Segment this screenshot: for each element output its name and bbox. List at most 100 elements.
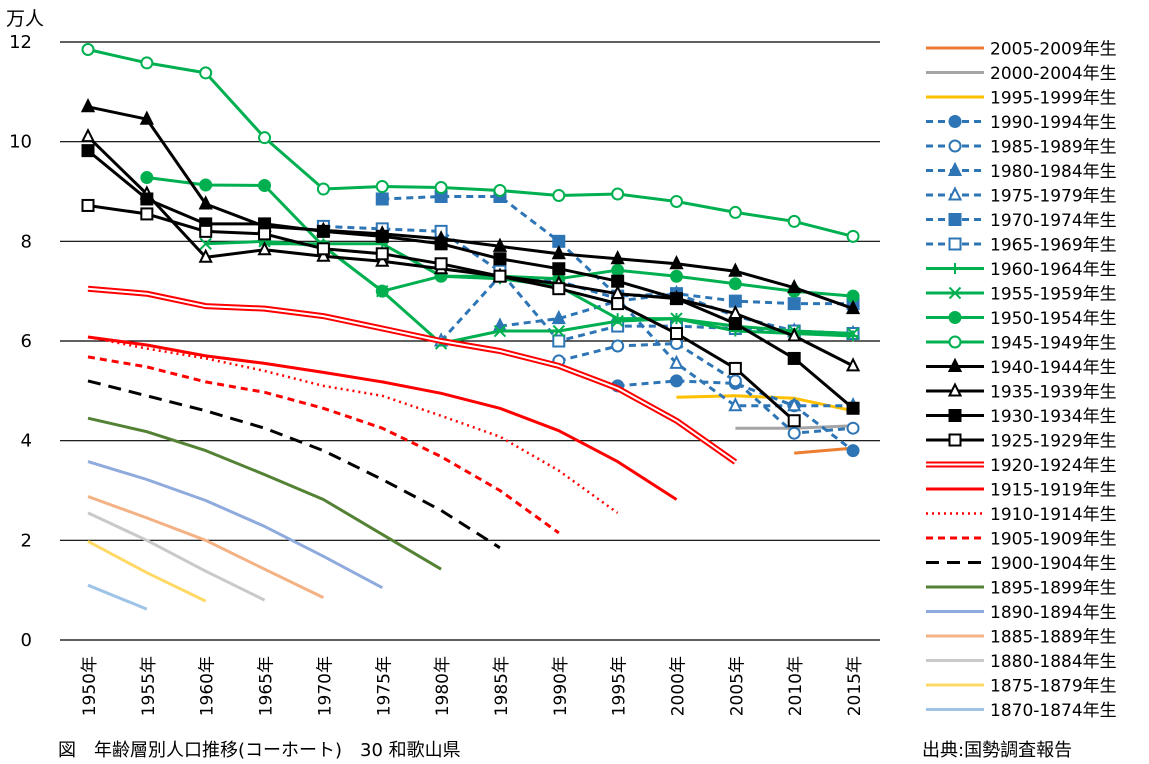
legend-item: 1965-1969年生 xyxy=(926,236,1117,256)
data-point xyxy=(669,255,684,270)
x-tick-label: 1985年 xyxy=(492,656,512,716)
legend-label: 1955-1959年生 xyxy=(990,285,1117,305)
series-16 xyxy=(81,198,801,428)
legend-item: 1975-1979年生 xyxy=(926,186,1117,207)
legend-label: 1960-1964年生 xyxy=(990,260,1117,280)
y-tick-label: 2 xyxy=(21,530,32,551)
data-point xyxy=(846,327,860,340)
series-line xyxy=(86,135,854,368)
legend-label: 1935-1939年生 xyxy=(990,383,1117,403)
x-tick-label: 1995年 xyxy=(610,656,630,716)
data-point xyxy=(81,198,95,212)
data-point xyxy=(493,324,507,338)
data-point xyxy=(947,382,963,397)
data-point xyxy=(948,286,962,300)
data-point xyxy=(375,192,389,206)
legend-label: 1970-1974年生 xyxy=(990,211,1117,231)
legend-label: 1915-1919年生 xyxy=(990,481,1117,501)
data-point xyxy=(316,242,330,256)
data-point xyxy=(787,278,802,294)
data-point xyxy=(552,262,566,276)
data-point xyxy=(552,334,566,348)
series-line xyxy=(323,224,854,343)
series-27 xyxy=(87,583,148,611)
legend-label: 1990-1994年生 xyxy=(990,113,1117,133)
legend-label: 1885-1889年生 xyxy=(990,628,1117,648)
data-point xyxy=(198,195,213,210)
source-note: 出典:国勢調査報告 xyxy=(922,740,1073,761)
data-point xyxy=(728,397,743,412)
y-axis-unit-label: 万人 xyxy=(6,8,45,30)
x-axis: 1950年 1955年 1960年 1965年 1970年 1975年 1980年 1985年… xyxy=(80,656,865,716)
x-tick-label: 1975年 xyxy=(374,656,394,716)
series-25 xyxy=(87,511,266,602)
series-13 xyxy=(80,98,861,315)
legend-label: 1880-1884年生 xyxy=(990,652,1117,672)
data-point xyxy=(948,311,962,324)
data-point xyxy=(493,252,507,266)
series-0 xyxy=(794,446,854,455)
y-tick-label: 8 xyxy=(21,231,32,252)
series-24 xyxy=(87,495,325,599)
legend-item: 1985-1989年生 xyxy=(926,138,1117,158)
y-tick-label: 10 xyxy=(9,132,32,153)
series-line xyxy=(87,379,501,550)
series-line xyxy=(87,416,442,571)
legend-label: 1940-1944年生 xyxy=(990,358,1117,378)
data-point xyxy=(787,214,801,228)
data-point xyxy=(728,317,742,331)
legend-item: 1970-1974年生 xyxy=(926,211,1117,231)
data-point xyxy=(434,257,448,271)
data-point xyxy=(728,374,742,388)
legend-label: 1950-1954年生 xyxy=(990,309,1117,329)
data-point xyxy=(948,409,962,422)
series-line xyxy=(87,335,619,514)
legend-label: 1870-1874年生 xyxy=(990,701,1117,721)
data-point xyxy=(81,144,95,158)
series-23 xyxy=(87,460,384,590)
data-point xyxy=(375,247,389,261)
data-point xyxy=(611,263,625,277)
data-point xyxy=(669,354,684,369)
data-point xyxy=(948,237,962,251)
legend-item: 1935-1939年生 xyxy=(926,382,1117,403)
legend-item: 1900-1904年生 xyxy=(926,554,1117,574)
data-point xyxy=(846,229,860,243)
legend-label: 1930-1934年生 xyxy=(990,407,1117,427)
data-point xyxy=(670,269,683,283)
legend-item: 1915-1919年生 xyxy=(926,481,1117,501)
legend-label: 1965-1969年生 xyxy=(990,236,1117,256)
series-line xyxy=(87,583,148,611)
data-point xyxy=(611,274,625,288)
data-point xyxy=(492,317,508,332)
legend-item: 1920-1924年生 xyxy=(926,456,1117,476)
data-point xyxy=(434,237,448,251)
legend-label: 1925-1929年生 xyxy=(990,432,1117,452)
legend-item: 1945-1949年生 xyxy=(926,334,1117,354)
data-point xyxy=(787,397,802,412)
x-tick-label: 1965年 xyxy=(257,656,277,716)
y-axis: 0 2 4 6 8 10 12 xyxy=(9,32,32,651)
data-point xyxy=(140,56,154,70)
legend-label: 2000-2004年生 xyxy=(990,64,1117,84)
series-line xyxy=(87,539,207,603)
legend: 2005-2009年生 2000-2004年生 1995-1999年生 1990-19… xyxy=(926,40,1117,721)
legend-item: 1885-1889年生 xyxy=(926,628,1117,648)
data-point xyxy=(947,161,963,176)
y-tick-label: 6 xyxy=(21,331,32,352)
data-point xyxy=(552,324,566,338)
data-point xyxy=(670,292,683,306)
series-4 xyxy=(552,336,860,440)
data-point xyxy=(845,299,861,315)
series-18 xyxy=(87,335,678,501)
data-point xyxy=(610,250,625,265)
series-line xyxy=(617,379,855,452)
legend-item: 1930-1934年生 xyxy=(926,407,1117,427)
legend-item: 1940-1944年生 xyxy=(926,357,1117,378)
data-point xyxy=(787,426,801,440)
data-point xyxy=(670,312,683,325)
x-tick-label: 2000年 xyxy=(669,656,689,716)
data-point xyxy=(611,314,624,328)
legend-item: 1925-1929年生 xyxy=(926,432,1117,452)
data-point xyxy=(198,248,213,263)
